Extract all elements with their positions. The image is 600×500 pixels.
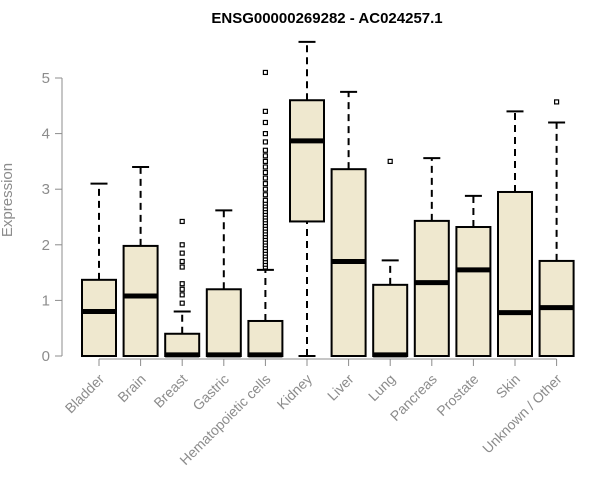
box-unknown-other: [538, 259, 575, 358]
x-tick-label: Kidney: [274, 371, 316, 413]
outlier-point: [262, 192, 268, 198]
outlier-point: [262, 153, 268, 159]
x-tick-label: Prostate: [433, 371, 481, 419]
box-lung: [372, 283, 409, 358]
outlier-point: [262, 186, 268, 192]
x-tick-label: Bladder: [62, 371, 108, 417]
box-rect: [289, 99, 325, 223]
box-breast: [164, 332, 201, 358]
box-pancreas: [413, 219, 450, 357]
y-tick-label: 2: [42, 237, 50, 254]
box-brain: [122, 244, 159, 357]
y-axis: 0 1 2 3 4 5: [42, 70, 63, 365]
box-kidney: [289, 99, 325, 223]
outlier-point: [262, 108, 268, 114]
box-rect: [247, 319, 284, 357]
outlier-point: [179, 292, 185, 298]
box-rect: [455, 226, 492, 357]
x-tick-label: Breast: [150, 371, 190, 411]
outlier-point: [179, 264, 185, 270]
box-rect: [372, 283, 409, 357]
box-rect: [497, 190, 533, 357]
box-gastric: [205, 288, 242, 358]
outlier-point: [262, 169, 268, 176]
y-axis-label: Expression: [0, 163, 16, 237]
box-rect: [413, 219, 450, 357]
outlier-point: [262, 69, 268, 76]
box-rect: [122, 244, 159, 357]
outlier-point: [262, 158, 268, 164]
outlier-point: [262, 181, 268, 187]
outlier-point: [262, 175, 268, 181]
outlier-point: [262, 197, 268, 203]
x-tick-label: Skin: [493, 371, 524, 402]
y-tick-label: 4: [42, 126, 50, 143]
box-bladder: [81, 278, 117, 357]
y-tick-label: 5: [42, 70, 50, 87]
chart-title: ENSG00000269282 - AC024257.1: [211, 10, 442, 27]
whiskers: [90, 40, 566, 357]
outlier-point: [262, 164, 268, 170]
outlier-point: [262, 139, 268, 145]
box-rect: [81, 278, 117, 357]
boxes: [81, 99, 575, 358]
y-tick-label: 1: [42, 292, 50, 309]
box-prostate: [455, 226, 492, 357]
box-skin: [497, 190, 533, 357]
outliers: [179, 69, 560, 306]
outlier-point: [262, 147, 268, 153]
outlier-point: [262, 131, 268, 137]
outlier-point: [262, 119, 268, 126]
x-tick-label: Brain: [114, 371, 148, 405]
outlier-point: [387, 158, 393, 164]
outlier-point: [553, 99, 560, 105]
box-liver: [330, 168, 367, 357]
x-tick-label: Lung: [365, 371, 398, 404]
outlier-point: [179, 300, 185, 306]
outlier-point: [179, 286, 185, 292]
outlier-point: [179, 281, 185, 287]
outlier-point: [179, 250, 185, 256]
y-tick-label: 3: [42, 181, 50, 198]
outlier-point: [179, 242, 185, 248]
x-tick-label: Liver: [324, 371, 357, 404]
x-tick-label: Unknown / Other: [479, 371, 565, 457]
outlier-point: [179, 258, 185, 265]
box-hematopoietic-cells: [247, 319, 284, 358]
box-rect: [205, 288, 242, 357]
y-tick-label: 0: [42, 348, 50, 365]
outlier-point: [179, 218, 185, 225]
